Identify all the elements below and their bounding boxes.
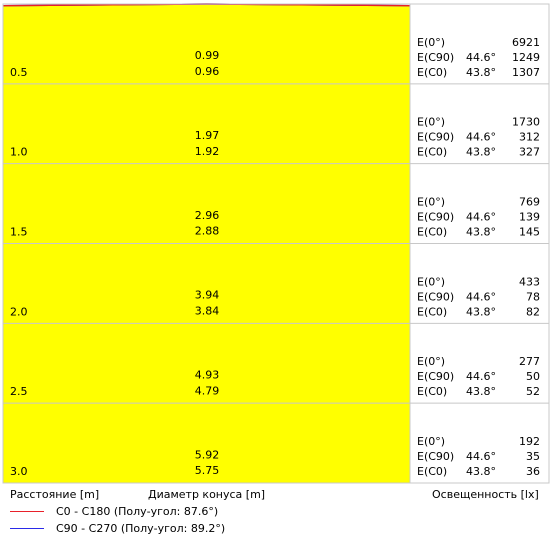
e0-label: E(0°) — [417, 116, 445, 129]
ec90-angle: 44.6° — [466, 290, 496, 303]
distance-axis-label: Расстояние [m] — [10, 488, 100, 501]
legend-label-c0: C0 - C180 (Полу-угол: 87.6°) — [56, 504, 219, 518]
diameter-c90-label: 2.88 — [195, 225, 220, 238]
ec0-angle: 43.8° — [466, 465, 496, 478]
diameter-c0-label: 1.97 — [195, 129, 220, 142]
distance-label: 0.5 — [10, 66, 28, 79]
legend-swatch-c90 — [10, 527, 44, 529]
e0-label: E(0°) — [417, 435, 445, 448]
ec0-value: 327 — [519, 146, 540, 159]
ec90-label: E(C90) — [417, 370, 454, 383]
ec0-label: E(C0) — [417, 305, 447, 318]
ec0-angle: 43.8° — [466, 66, 496, 79]
distance-label: 1.0 — [10, 146, 28, 159]
ec90-value: 139 — [519, 211, 540, 224]
cone-diagram: 0.5 0.99 0.96 E(0°) 6921 E(C90) 44.6° 1249 E(C0)… — [2, 3, 550, 484]
ec0-value: 82 — [526, 305, 540, 318]
distance-label: 2.5 — [10, 385, 28, 398]
diameter-c0-label: 5.92 — [195, 448, 220, 461]
legend-label-c90: C90 - C270 (Полу-угол: 89.2°) — [56, 521, 226, 535]
ec0-label: E(C0) — [417, 66, 447, 79]
ec90-angle: 44.6° — [466, 450, 496, 463]
e0-label: E(0°) — [417, 196, 445, 209]
diameter-c0-label: 3.94 — [195, 289, 220, 302]
ec90-value: 312 — [519, 131, 540, 144]
ec0-value: 145 — [519, 226, 540, 239]
e0-value: 192 — [519, 435, 540, 448]
ec0-angle: 43.8° — [466, 146, 496, 159]
ec0-value: 1307 — [512, 66, 540, 79]
legend-swatch-c0 — [10, 510, 44, 512]
ec0-label: E(C0) — [417, 385, 447, 398]
diameter-c90-label: 3.84 — [195, 305, 220, 318]
diameter-c90-label: 5.75 — [195, 464, 220, 477]
ec0-label: E(C0) — [417, 146, 447, 159]
e0-label: E(0°) — [417, 36, 445, 49]
ec90-angle: 44.6° — [466, 211, 496, 224]
legend-item-c0: C0 - C180 (Полу-угол: 87.6°) — [10, 503, 218, 519]
ec90-value: 35 — [526, 450, 540, 463]
diameter-axis-label: Диаметр конуса [m] — [148, 488, 266, 501]
e0-value: 1730 — [512, 116, 540, 129]
diameter-c90-label: 0.96 — [195, 65, 220, 78]
ec90-value: 78 — [526, 290, 540, 303]
distance-label: 1.5 — [10, 226, 28, 239]
diameter-c90-label: 4.79 — [195, 384, 220, 397]
ec0-value: 36 — [526, 465, 540, 478]
ec90-label: E(C90) — [417, 211, 454, 224]
ec90-label: E(C90) — [417, 290, 454, 303]
ec90-label: E(C90) — [417, 450, 454, 463]
ec0-angle: 43.8° — [466, 385, 496, 398]
ec0-value: 52 — [526, 385, 540, 398]
ec90-label: E(C90) — [417, 131, 454, 144]
distance-label: 3.0 — [10, 465, 28, 478]
diameter-c0-label: 2.96 — [195, 209, 220, 222]
illuminance-axis-label: Освещенность [lx] — [432, 488, 539, 501]
e0-value: 433 — [519, 275, 540, 288]
distance-label: 2.0 — [10, 305, 28, 318]
legend-item-c90: C90 - C270 (Полу-угол: 89.2°) — [10, 520, 225, 536]
ec90-angle: 44.6° — [466, 131, 496, 144]
ec0-angle: 43.8° — [466, 226, 496, 239]
ec90-angle: 44.6° — [466, 370, 496, 383]
e0-value: 277 — [519, 355, 540, 368]
diameter-c0-label: 0.99 — [195, 49, 220, 62]
ec90-label: E(C90) — [417, 51, 454, 64]
e0-value: 6921 — [512, 36, 540, 49]
ec90-angle: 44.6° — [466, 51, 496, 64]
diameter-c90-label: 1.92 — [195, 145, 220, 158]
e0-label: E(0°) — [417, 355, 445, 368]
ec90-value: 1249 — [512, 51, 540, 64]
ec0-angle: 43.8° — [466, 305, 496, 318]
diameter-c0-label: 4.93 — [195, 368, 220, 381]
e0-label: E(0°) — [417, 275, 445, 288]
ec90-value: 50 — [526, 370, 540, 383]
e0-value: 769 — [519, 196, 540, 209]
ec0-label: E(C0) — [417, 465, 447, 478]
ec0-label: E(C0) — [417, 226, 447, 239]
